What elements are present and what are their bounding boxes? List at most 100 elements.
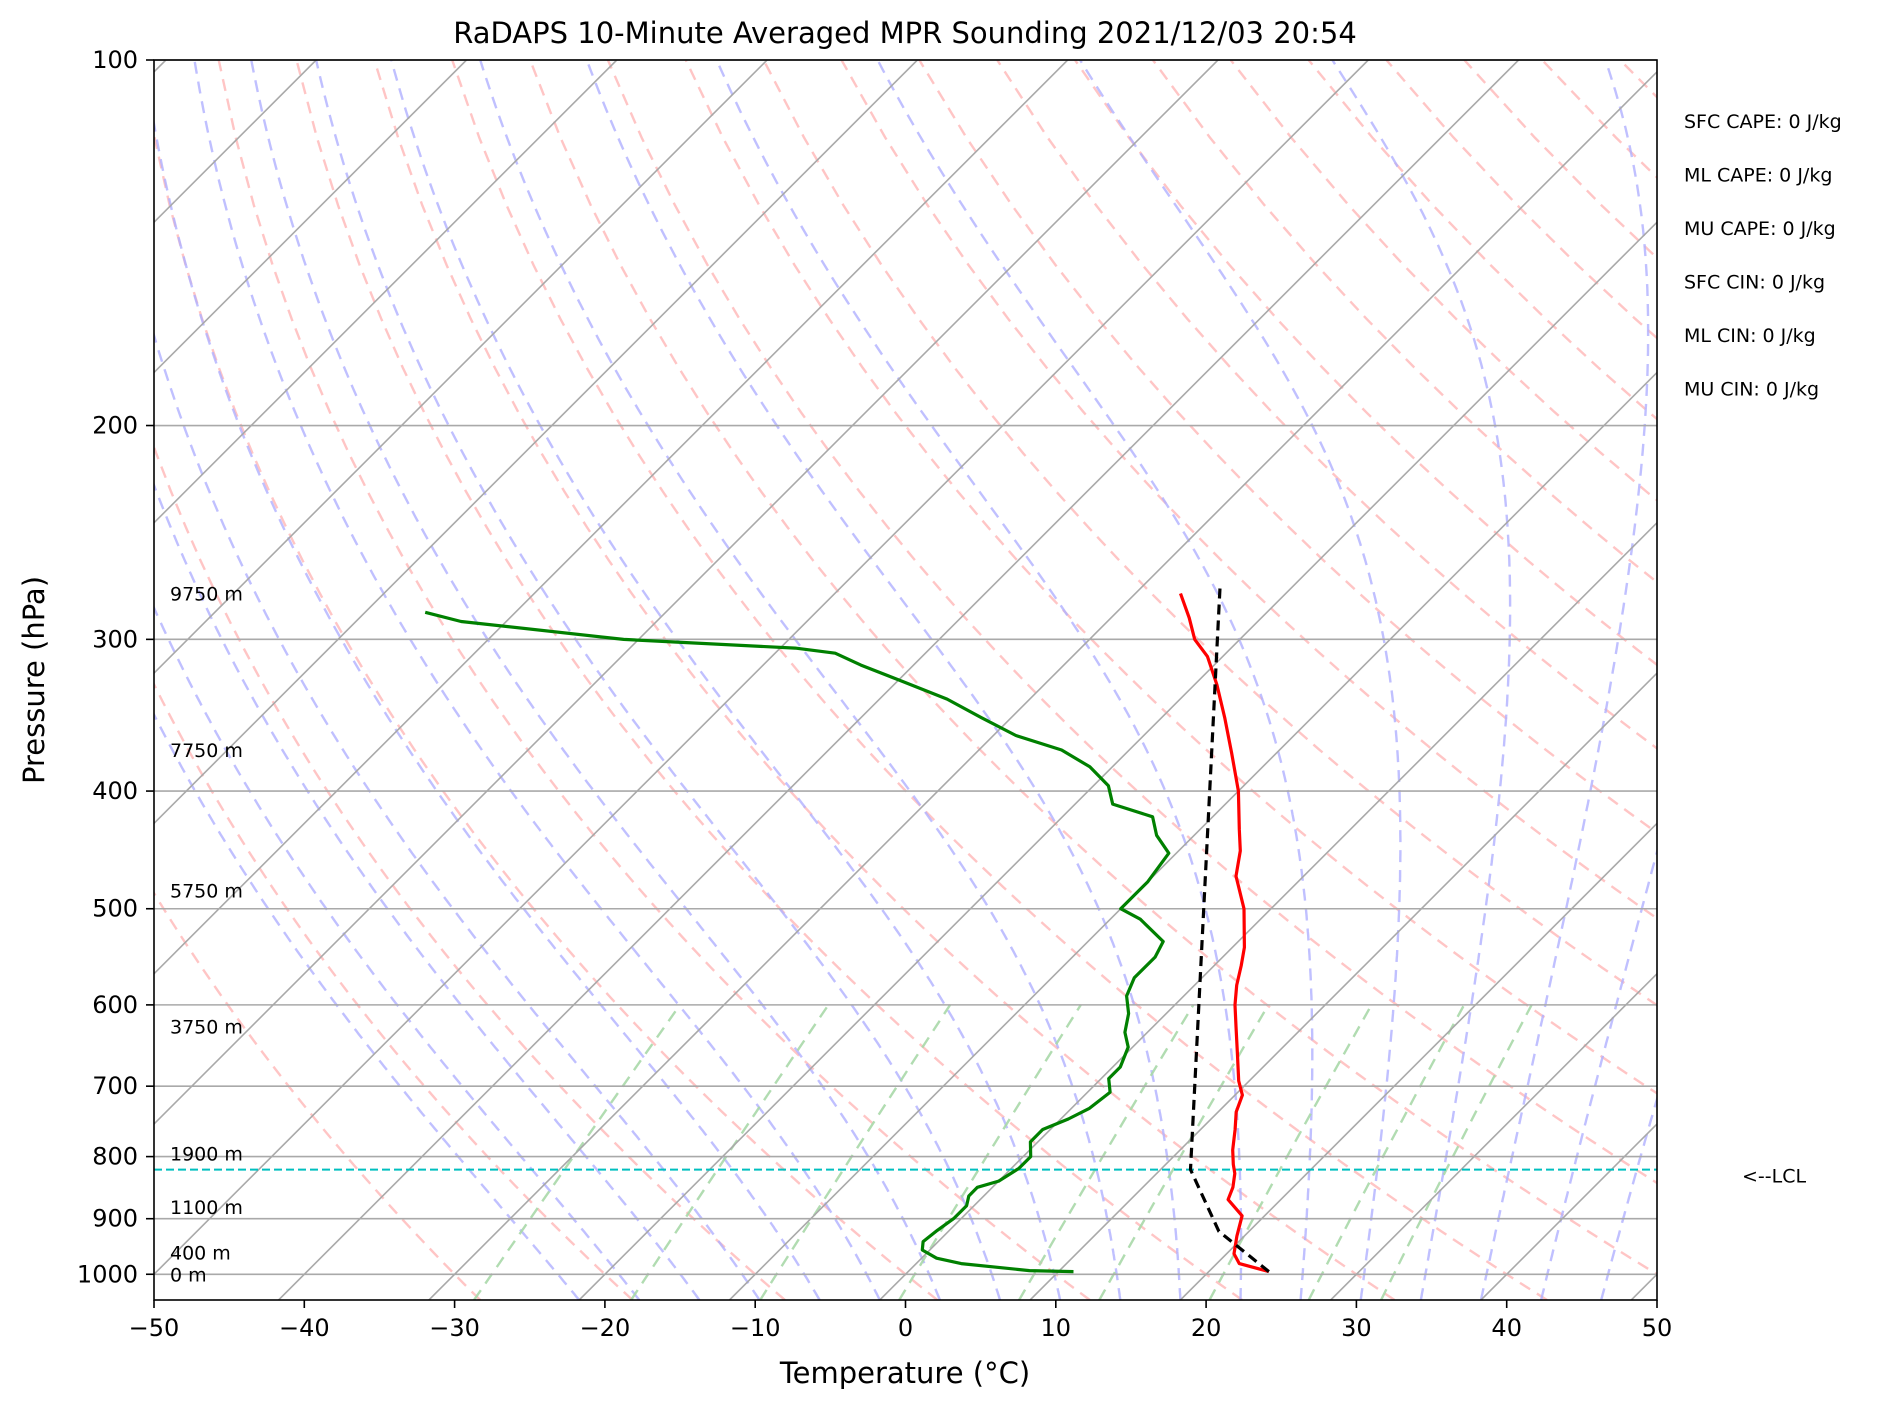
x-axis-title: Temperature (°C) [779,1356,1030,1390]
mixing-ratio-line [630,1004,830,1300]
height-label: 9750 m [170,583,243,605]
moist-adiabat [585,60,1182,1300]
temperature-line [1178,592,1270,1274]
dry-adiabat [1074,60,1657,667]
isotherm [0,60,16,1300]
dry-adiabat [606,60,1657,1185]
mixing-ratio-line [1018,1004,1195,1300]
y-tick-label: 500 [92,895,138,923]
isotherm [154,60,918,825]
moist-adiabat [154,481,701,1300]
moist-adiabat [1600,1094,1657,1300]
lcl-label: <--LCL [1742,1166,1806,1188]
stability-index: MU CIN: 0 J/kg [1684,379,1819,401]
moist-adiabat [876,60,1314,1300]
x-tick-label: 20 [1191,1314,1222,1342]
moist-adiabat [1330,60,1512,1300]
dry-adiabat [762,60,1657,1007]
mixing-ratio-line [759,1004,952,1300]
dry-adiabat [154,681,634,1300]
x-tick-label: −20 [580,1314,631,1342]
y-tick-label: 800 [92,1143,138,1171]
isotherm [1179,822,1657,1300]
isotherm [879,521,1657,1300]
moist-adiabat [314,60,1002,1300]
y-tick-label: 100 [92,46,138,74]
isotherm [1029,671,1657,1300]
dry-adiabat [1229,60,1657,502]
mixing-ratio-line [1098,1004,1270,1300]
y-tick-label: 400 [92,777,138,805]
x-tick-label: 0 [898,1314,913,1342]
stability-index: ML CAPE: 0 J/kg [1684,165,1832,187]
dry-adiabat [295,60,1243,1300]
isotherm [1630,1273,1657,1300]
moist-adiabat [1078,60,1402,1300]
isotherm [154,60,1069,975]
isotherm [154,60,1369,1276]
x-tick-label: −10 [730,1314,781,1342]
dry-adiabat [451,60,1548,1300]
dry-adiabat [918,60,1657,835]
dry-adiabat [528,60,1657,1276]
isotherm [1330,972,1657,1300]
dry-adiabat [996,60,1657,750]
mixing-ratio-line [898,1004,1082,1300]
plot-frame [153,59,1658,1301]
y-tick-label: 1000 [77,1260,138,1288]
moist-adiabat [1479,60,1650,1300]
parcel-path-line [1188,583,1270,1273]
mixing-ratio-line [1380,1004,1533,1300]
height-label: 5750 m [170,880,243,902]
profile-series [154,583,1657,1274]
y-tick-label: 600 [92,991,138,1019]
x-tick-label: 10 [1041,1314,1072,1342]
background-lines [0,60,1657,1300]
moist-adiabat [250,60,942,1300]
isotherm [154,60,618,524]
pressure-gridlines [154,59,1657,1276]
isotherm [428,70,1657,1300]
x-axis-ticks: −50 −40 −30 −20 −10 0 10 20 30 40 50 [129,1300,1672,1342]
y-tick-label: 300 [92,625,138,653]
moist-adiabat [154,117,821,1300]
dry-adiabat [1151,60,1657,584]
mixing-ratio-line [473,1004,681,1300]
y-tick-label: 700 [92,1072,138,1100]
isotherm [154,60,768,675]
moist-adiabat [478,60,1122,1300]
height-label: 1900 m [170,1143,243,1165]
moist-adiabat [154,604,641,1300]
dry-adiabat [1463,60,1657,260]
y-tick-label: 200 [92,412,138,440]
dewpoint-line [424,610,1171,1274]
stability-index: SFC CIN: 0 J/kg [1684,272,1825,294]
moist-adiabat [390,60,1062,1300]
stability-index: SFC CAPE: 0 J/kg [1684,111,1842,133]
moist-adiabat [193,60,881,1300]
mixing-ratio-line [1307,1004,1466,1300]
x-tick-label: 30 [1341,1314,1372,1342]
x-tick-label: −40 [279,1314,330,1342]
x-tick-label: −30 [429,1314,480,1342]
dry-adiabat [840,60,1657,920]
stability-index: MU CAPE: 0 J/kg [1684,218,1836,240]
moist-adiabat [154,331,761,1300]
dry-adiabat [1619,60,1657,99]
height-label: 0 m [170,1264,207,1286]
stability-index: ML CIN: 0 J/kg [1684,325,1816,347]
chart-title: RaDAPS 10-Minute Averaged MPR Sounding 2… [453,16,1357,50]
y-axis-ticks: 100 200 300 400 500 600 700 800 900 1000 [77,46,154,1288]
isotherm [154,60,468,374]
height-label: 3750 m [170,1016,243,1038]
mixing-ratio-line [1208,1004,1373,1300]
y-axis-title: Pressure (hPa) [17,576,51,784]
height-labels: 9750 m 7750 m 5750 m 3750 m 1900 m 1100 m 400 … [170,583,243,1286]
isotherm [578,221,1657,1300]
height-label: 7750 m [170,740,243,762]
isotherm [728,371,1657,1300]
moist-adiabat [715,60,1243,1300]
height-label: 400 m [170,1243,231,1265]
dry-adiabat [1541,60,1657,180]
